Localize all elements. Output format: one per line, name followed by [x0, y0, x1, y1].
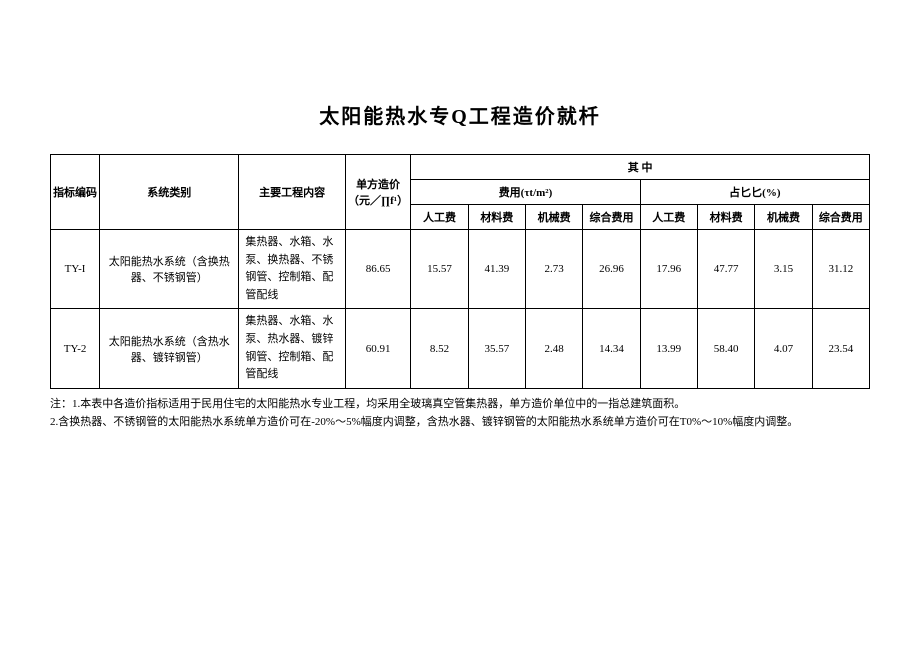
header-ratio-comprehensive: 综合费用: [812, 205, 869, 230]
cell-ratio: 3.15: [755, 230, 812, 309]
header-fee-group: 费用(τt/m²): [411, 180, 640, 205]
note-line: 注：1.本表中各造价指标适用于民用住宅的太阳能热水专业工程，均采用全玻璃真空管集…: [50, 395, 870, 414]
header-fee-machine: 机械费: [525, 205, 582, 230]
cell-fee: 26.96: [583, 230, 640, 309]
header-system: 系统类别: [100, 155, 239, 230]
cell-ratio: 4.07: [755, 309, 812, 388]
cell-fee: 2.48: [525, 309, 582, 388]
header-ratio-machine: 机械费: [755, 205, 812, 230]
table-row: TY-2 太阳能热水系统（含热水器、镀锌钢管） 集热器、水箱、水泵、热水器、镀锌…: [51, 309, 870, 388]
header-fee-labor: 人工费: [411, 205, 468, 230]
header-ratio-group: 占匕匕(%): [640, 180, 869, 205]
note-line: 2.含换热器、不锈钢管的太阳能热水系统单方造价可在-20%～5%幅度内调整，含热…: [50, 413, 870, 432]
cell-ratio: 47.77: [697, 230, 754, 309]
cell-system: 太阳能热水系统（含换热器、不锈钢管）: [100, 230, 239, 309]
cell-content: 集热器、水箱、水泵、换热器、不锈钢管、控制箱、配管配线: [239, 230, 345, 309]
cell-fee: 2.73: [525, 230, 582, 309]
document-title: 太阳能热水专Q工程造价就杄: [50, 100, 870, 129]
cell-fee: 41.39: [468, 230, 525, 309]
header-unit-price: 单方造价 （元／∏f¹）: [345, 155, 411, 230]
cell-code: TY-I: [51, 230, 100, 309]
cell-fee: 8.52: [411, 309, 468, 388]
header-code: 指标编码: [51, 155, 100, 230]
cell-fee: 14.34: [583, 309, 640, 388]
header-ratio-labor: 人工费: [640, 205, 697, 230]
header-fee-material: 材料费: [468, 205, 525, 230]
notes-section: 注：1.本表中各造价指标适用于民用住宅的太阳能热水专业工程，均采用全玻璃真空管集…: [50, 395, 870, 432]
cell-ratio: 58.40: [697, 309, 754, 388]
cell-ratio: 17.96: [640, 230, 697, 309]
cell-unit-price: 60.91: [345, 309, 411, 388]
cell-fee: 35.57: [468, 309, 525, 388]
cell-unit-price: 86.65: [345, 230, 411, 309]
cell-ratio: 31.12: [812, 230, 869, 309]
header-content: 主要工程内容: [239, 155, 345, 230]
cell-code: TY-2: [51, 309, 100, 388]
cell-fee: 15.57: [411, 230, 468, 309]
cell-ratio: 23.54: [812, 309, 869, 388]
table-row: TY-I 太阳能热水系统（含换热器、不锈钢管） 集热器、水箱、水泵、换热器、不锈…: [51, 230, 870, 309]
header-among: 其 中: [411, 155, 870, 180]
cell-content: 集热器、水箱、水泵、热水器、镀锌钢管、控制箱、配管配线: [239, 309, 345, 388]
pricing-table: 指标编码 系统类别 主要工程内容 单方造价 （元／∏f¹） 其 中 费用(τt/…: [50, 154, 870, 389]
header-ratio-material: 材料费: [697, 205, 754, 230]
header-fee-comprehensive: 综合费用: [583, 205, 640, 230]
cell-system: 太阳能热水系统（含热水器、镀锌钢管）: [100, 309, 239, 388]
cell-ratio: 13.99: [640, 309, 697, 388]
